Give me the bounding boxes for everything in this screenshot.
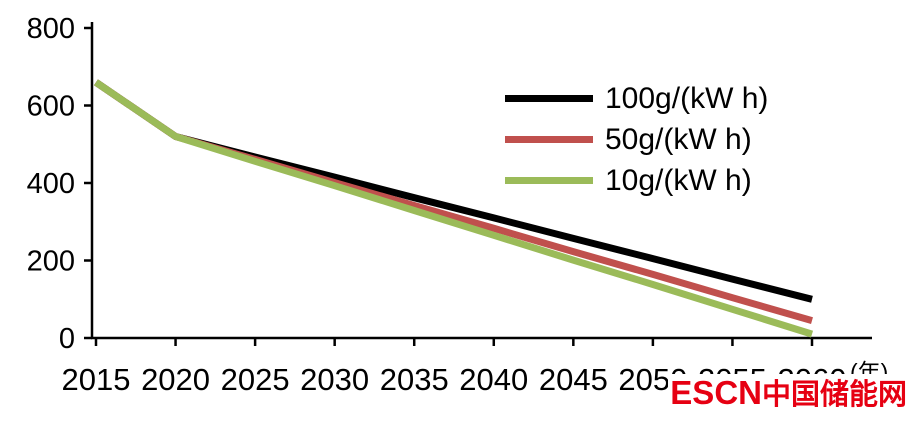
legend-line-swatch-black: [505, 95, 593, 102]
legend-line-swatch-red: [505, 136, 593, 143]
series-line-2: [94, 79, 814, 338]
watermark: ESCN中国储能网: [668, 374, 909, 419]
y-tick-label: 800: [27, 13, 75, 45]
watermark-logo-text: ESCN: [670, 374, 762, 411]
y-tick-label: 0: [59, 323, 75, 355]
x-tick-label: 2045: [539, 362, 608, 397]
x-tick-label: 2030: [300, 362, 369, 397]
x-tick-label: 2035: [380, 362, 449, 397]
y-tick-label: 600: [27, 91, 75, 123]
x-tick-label: 2025: [221, 362, 290, 397]
legend-label: 50g/(kW h): [605, 123, 752, 156]
x-tick-label: 2015: [62, 362, 131, 397]
legend: 100g/(kW h) 50g/(kW h) 10g/(kW h): [505, 82, 768, 197]
x-tick-label: 2020: [141, 362, 210, 397]
legend-item-100g: 100g/(kW h): [505, 82, 768, 115]
legend-label: 100g/(kW h): [605, 82, 769, 115]
watermark-site-name: 中国储能网: [761, 379, 907, 411]
x-tick-label: 2040: [459, 362, 528, 397]
y-tick-label: 400: [27, 168, 75, 200]
legend-item-10g: 10g/(kW h): [505, 164, 768, 197]
y-tick-label: 200: [27, 246, 75, 278]
legend-item-50g: 50g/(kW h): [505, 123, 768, 156]
legend-label: 10g/(kW h): [605, 164, 752, 197]
legend-line-swatch-green: [505, 177, 593, 184]
